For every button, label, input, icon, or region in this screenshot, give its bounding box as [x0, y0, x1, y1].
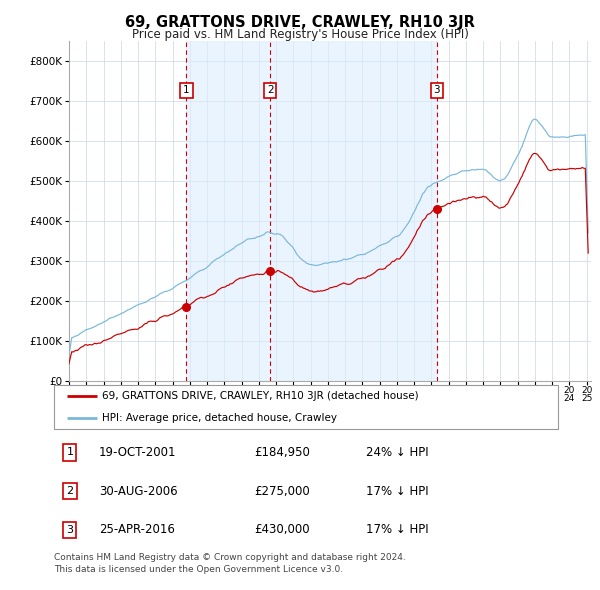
Text: 2: 2	[66, 486, 73, 496]
Text: 69, GRATTONS DRIVE, CRAWLEY, RH10 3JR: 69, GRATTONS DRIVE, CRAWLEY, RH10 3JR	[125, 15, 475, 30]
Text: 1: 1	[67, 447, 73, 457]
Text: 3: 3	[434, 86, 440, 96]
Text: 24% ↓ HPI: 24% ↓ HPI	[365, 446, 428, 459]
Text: Price paid vs. HM Land Registry's House Price Index (HPI): Price paid vs. HM Land Registry's House …	[131, 28, 469, 41]
Text: Contains HM Land Registry data © Crown copyright and database right 2024.
This d: Contains HM Land Registry data © Crown c…	[54, 553, 406, 574]
Text: 19-OCT-2001: 19-OCT-2001	[99, 446, 176, 459]
Text: 17% ↓ HPI: 17% ↓ HPI	[365, 523, 428, 536]
Text: 17% ↓ HPI: 17% ↓ HPI	[365, 484, 428, 498]
Text: HPI: Average price, detached house, Crawley: HPI: Average price, detached house, Craw…	[102, 413, 337, 423]
Text: 2: 2	[267, 86, 274, 96]
Text: 30-AUG-2006: 30-AUG-2006	[99, 484, 178, 498]
Text: 25-APR-2016: 25-APR-2016	[99, 523, 175, 536]
Text: £275,000: £275,000	[254, 484, 310, 498]
Text: £430,000: £430,000	[254, 523, 310, 536]
Text: £184,950: £184,950	[254, 446, 311, 459]
FancyBboxPatch shape	[54, 385, 558, 429]
Bar	[187, 41, 437, 381]
Text: 1: 1	[183, 86, 190, 96]
Text: 3: 3	[67, 525, 73, 535]
Text: 69, GRATTONS DRIVE, CRAWLEY, RH10 3JR (detached house): 69, GRATTONS DRIVE, CRAWLEY, RH10 3JR (d…	[102, 391, 419, 401]
